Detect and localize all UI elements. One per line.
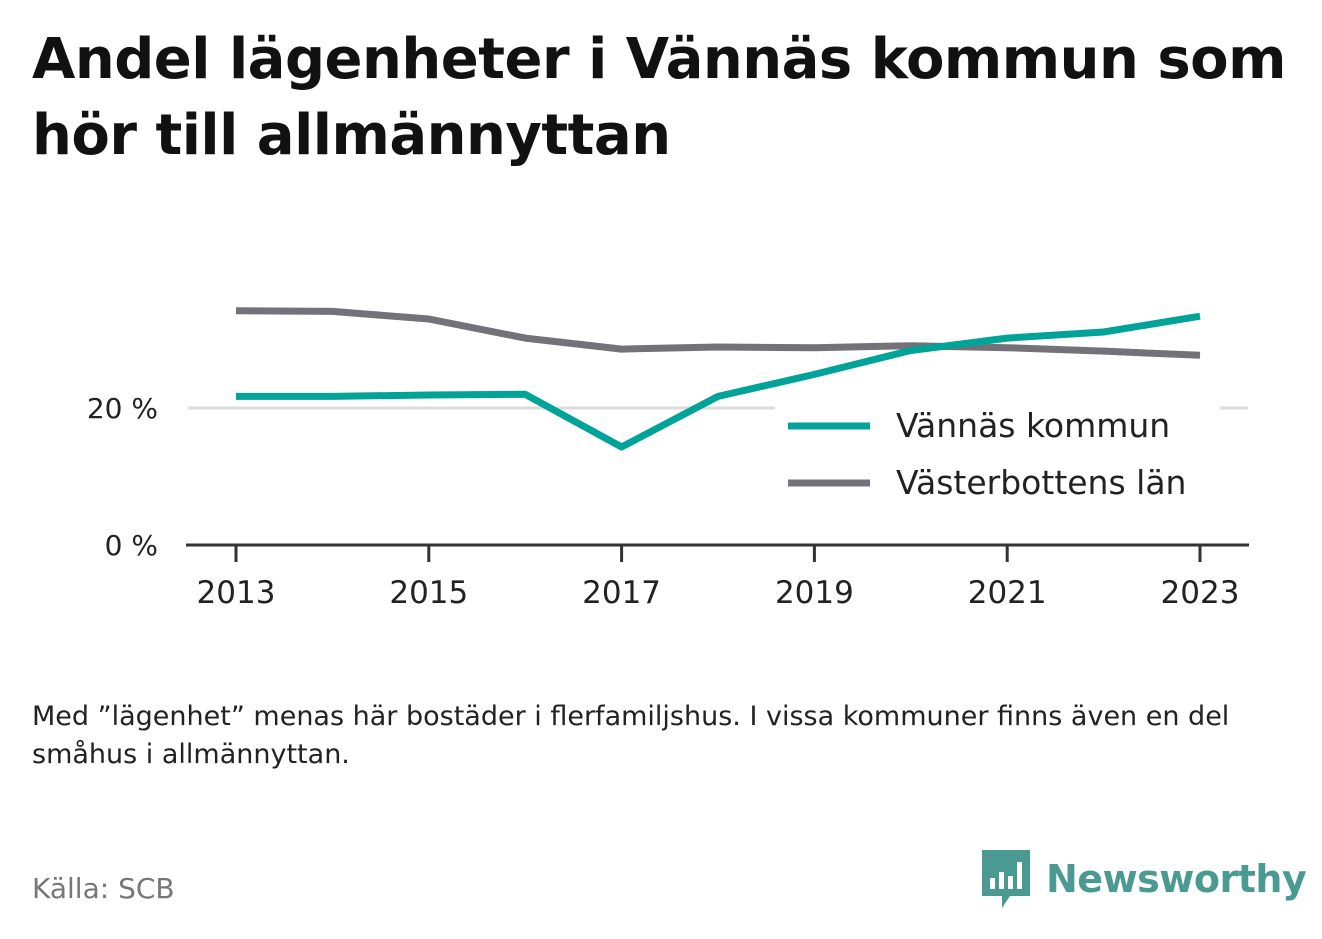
brand-name: Newsworthy	[1046, 857, 1307, 901]
brand-logo: Newsworthy	[980, 848, 1307, 910]
chart-title: Andel lägenheter i Vännäs kommun som hör…	[32, 27, 1287, 168]
legend-background	[775, 402, 1220, 510]
newsworthy-logo-icon	[982, 850, 1030, 908]
source-label: Källa: SCB	[32, 872, 175, 905]
x-tick-label: 2021	[968, 575, 1047, 611]
axes: 0 % 20 % 2013 2015 2017 2019 2021 2023	[87, 392, 1249, 611]
y-tick-label: 0 %	[105, 529, 158, 562]
footnote: Med ”lägenhet” menas här bostäder i fler…	[32, 701, 1230, 770]
y-tick-label: 20 %	[87, 392, 158, 425]
legend-label: Vännäs kommun	[896, 406, 1170, 445]
x-tick-label: 2013	[197, 575, 276, 611]
legend-label: Västerbottens län	[896, 463, 1186, 502]
x-tick-label: 2017	[582, 575, 661, 611]
x-tick-label: 2019	[775, 575, 854, 611]
x-tick-label: 2023	[1161, 575, 1240, 611]
series-lines	[235, 307, 1201, 451]
legend: Vännäs kommun Västerbottens län	[775, 402, 1220, 510]
x-tick-label: 2015	[389, 575, 468, 611]
